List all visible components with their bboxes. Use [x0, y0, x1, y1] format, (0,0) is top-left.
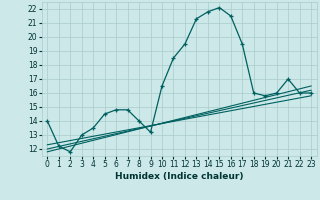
- X-axis label: Humidex (Indice chaleur): Humidex (Indice chaleur): [115, 172, 244, 181]
